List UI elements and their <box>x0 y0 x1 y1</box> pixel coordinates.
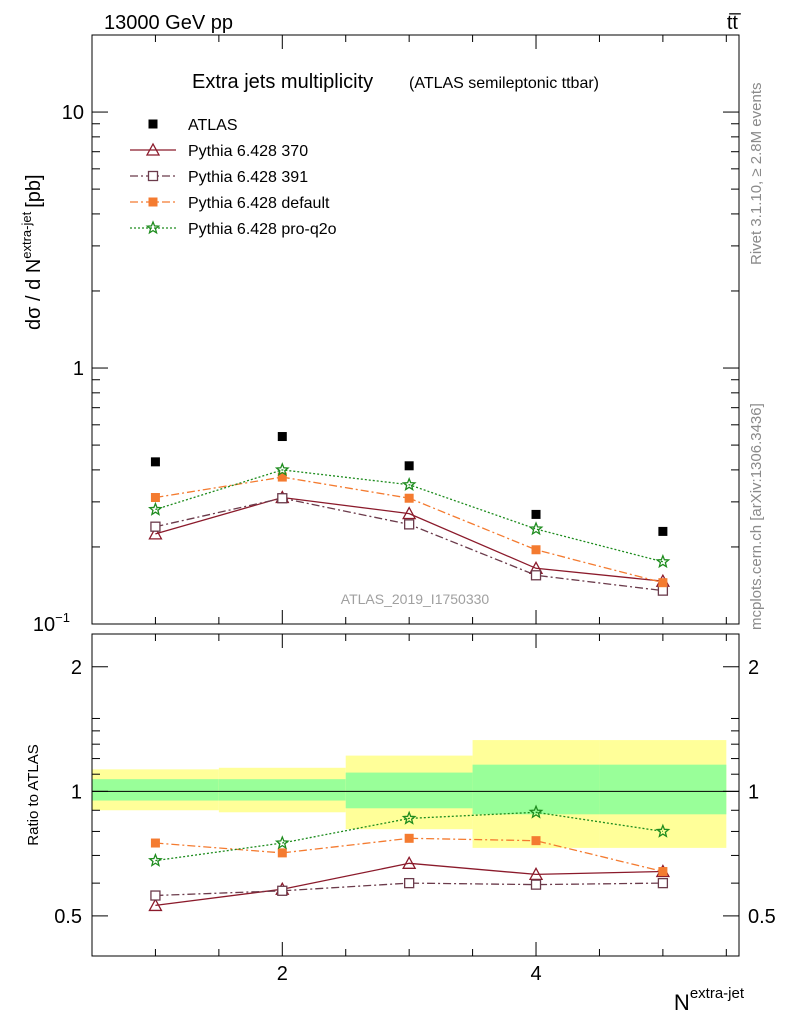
series-line-pythia-6-428-370 <box>155 496 663 582</box>
ratio-line-pythia-6-428-pro-q2o <box>155 811 663 862</box>
ratio-axis-ticks: 0.5 0.5 1 1 2 2 2 4 <box>54 634 776 985</box>
point-pythia-6-428-370-0 <box>148 526 163 540</box>
ratio-point-pythia-6-428-pro-q2o-3 <box>528 804 544 819</box>
x-axis-label-text: N <box>674 990 690 1015</box>
point-atlas-2 <box>404 461 414 471</box>
analysis-watermark: ATLAS_2019_I1750330 <box>341 591 490 607</box>
point-pythia-6-428-pro-q2o-2 <box>401 476 417 492</box>
ratio-line-pythia-6-428-default <box>155 837 664 873</box>
ratio-line-pythia-6-428-370 <box>155 862 663 907</box>
x-tick-label: 4 <box>530 963 541 985</box>
ratio-stat-band-1 <box>218 779 346 801</box>
legend: ATLAS Pythia 6.428 370 Pythia 6.428 391 Pyt… <box>130 117 337 238</box>
ratio-point-pythia-6-428-pro-q2o-1 <box>274 835 290 850</box>
chart-subtitle: (ATLAS semileptonic ttbar) <box>409 75 599 92</box>
x-axis-label-sup: extra-jet <box>690 985 745 1002</box>
point-pythia-6-428-370-2 <box>402 506 417 520</box>
ratio-y-axis-label: Ratio to ATLAS <box>25 744 42 845</box>
legend-marker-pythia-6-428-default <box>148 197 158 207</box>
ratio-point-pythia-6-428-pro-q2o-4 <box>655 823 671 838</box>
main-panel-frame <box>91 34 740 625</box>
ratio-point-pythia-6-428-391-0 <box>150 890 161 901</box>
ratio-y-tick-label: 1 <box>71 781 82 803</box>
main-y-axis-label-text: dσ / d N <box>23 259 45 330</box>
ratio-point-pythia-6-428-default-3 <box>531 836 541 846</box>
ratio-panel-frame <box>91 633 740 957</box>
x-axis-label: Nextra-jet <box>674 985 745 1015</box>
main-y-tick-label: 10 <box>62 102 84 124</box>
rivet-label: Rivet 3.1.10, ≥ 2.8M events <box>748 83 765 266</box>
ratio-y-tick-label-right: 0.5 <box>748 906 776 928</box>
ratio-point-pythia-6-428-370-0 <box>148 898 163 912</box>
main-y-axis-label-sup: extra-jet <box>19 211 34 258</box>
ratio-point-pythia-6-428-default-2 <box>404 833 414 843</box>
main-axis-ticks: 10 1 10−1 <box>33 34 739 636</box>
ratio-bands-layer <box>92 740 739 848</box>
point-pythia-6-428-391-3 <box>530 570 542 581</box>
point-pythia-6-428-391-0 <box>150 521 161 532</box>
ratio-y-tick-label-right: 1 <box>748 781 759 803</box>
ratio-point-pythia-6-428-default-0 <box>150 838 160 848</box>
ratio-point-pythia-6-428-370-2 <box>402 855 417 869</box>
main-y-tick-label: 1 <box>73 358 84 380</box>
ratio-stat-band-0 <box>92 779 219 801</box>
process-label: tt̅ <box>727 12 741 34</box>
main-y-axis-label-unit: [pb] <box>23 174 45 207</box>
main-y-axis-label: dσ / d Nextra-jet [pb] <box>19 174 45 330</box>
ratio-stat-band-4 <box>599 764 727 815</box>
ratio-series-layer <box>148 804 671 912</box>
point-pythia-6-428-pro-q2o-4 <box>655 554 671 569</box>
legend-label-pythia-6-428-default: Pythia 6.428 default <box>188 195 330 212</box>
ratio-y-tick-label: 0.5 <box>54 906 82 928</box>
point-pythia-6-428-pro-q2o-3 <box>528 521 544 536</box>
point-pythia-6-428-pro-q2o-0 <box>148 501 163 516</box>
legend-marker-pythia-6-428-370 <box>145 142 161 156</box>
ratio-stat-band-2 <box>345 772 473 809</box>
point-atlas-3 <box>531 509 541 519</box>
ratio-y-tick-label-right: 2 <box>748 657 759 679</box>
point-pythia-6-428-391-2 <box>404 519 415 530</box>
ratio-y-tick-label: 2 <box>71 657 82 679</box>
point-atlas-4 <box>658 526 668 536</box>
ratio-point-pythia-6-428-391-4 <box>657 877 669 889</box>
ratio-point-pythia-6-428-default-1 <box>277 848 287 858</box>
ratio-point-pythia-6-428-default-4 <box>658 867 668 877</box>
ratio-point-pythia-6-428-391-3 <box>530 879 542 890</box>
main-y-tick-label-exp: −1 <box>55 610 70 625</box>
main-series-layer <box>148 432 671 596</box>
mcplots-label: mcplots.cern.ch [arXiv:1306.3436] <box>748 403 765 630</box>
ratio-point-pythia-6-428-pro-q2o-0 <box>148 852 163 867</box>
legend-label-pythia-6-428-370: Pythia 6.428 370 <box>188 143 308 160</box>
point-atlas-0 <box>150 457 160 467</box>
point-pythia-6-428-391-4 <box>657 585 669 596</box>
legend-marker-pythia-6-428-pro-q2o <box>145 220 161 235</box>
ratio-point-pythia-6-428-370-3 <box>528 867 544 881</box>
point-pythia-6-428-default-0 <box>150 493 160 503</box>
chart-title: Extra jets multiplicity <box>192 71 373 93</box>
ratio-point-pythia-6-428-pro-q2o-2 <box>401 810 417 825</box>
x-tick-label: 2 <box>277 963 288 985</box>
series-line-pythia-6-428-default <box>155 476 664 584</box>
legend-marker-atlas <box>148 119 158 129</box>
ratio-point-pythia-6-428-391-1 <box>277 885 288 896</box>
legend-marker-pythia-6-428-391 <box>147 170 159 182</box>
point-atlas-1 <box>277 432 287 442</box>
series-line-pythia-6-428-pro-q2o <box>155 469 664 563</box>
legend-label-atlas: ATLAS <box>188 117 238 134</box>
energy-label: 13000 GeV pp <box>104 12 233 34</box>
main-y-tick-label: 10−1 <box>33 610 70 636</box>
point-pythia-6-428-default-2 <box>404 493 414 503</box>
point-pythia-6-428-default-3 <box>531 545 541 555</box>
ratio-line-pythia-6-428-391 <box>155 882 663 897</box>
legend-label-pythia-6-428-391: Pythia 6.428 391 <box>188 169 308 186</box>
point-pythia-6-428-pro-q2o-1 <box>274 462 290 477</box>
point-pythia-6-428-default-4 <box>658 578 668 588</box>
point-pythia-6-428-default-1 <box>277 472 287 482</box>
legend-label-pythia-6-428-pro-q2o: Pythia 6.428 pro-q2o <box>188 221 337 238</box>
ratio-point-pythia-6-428-391-2 <box>404 877 415 889</box>
point-pythia-6-428-391-1 <box>277 493 288 504</box>
